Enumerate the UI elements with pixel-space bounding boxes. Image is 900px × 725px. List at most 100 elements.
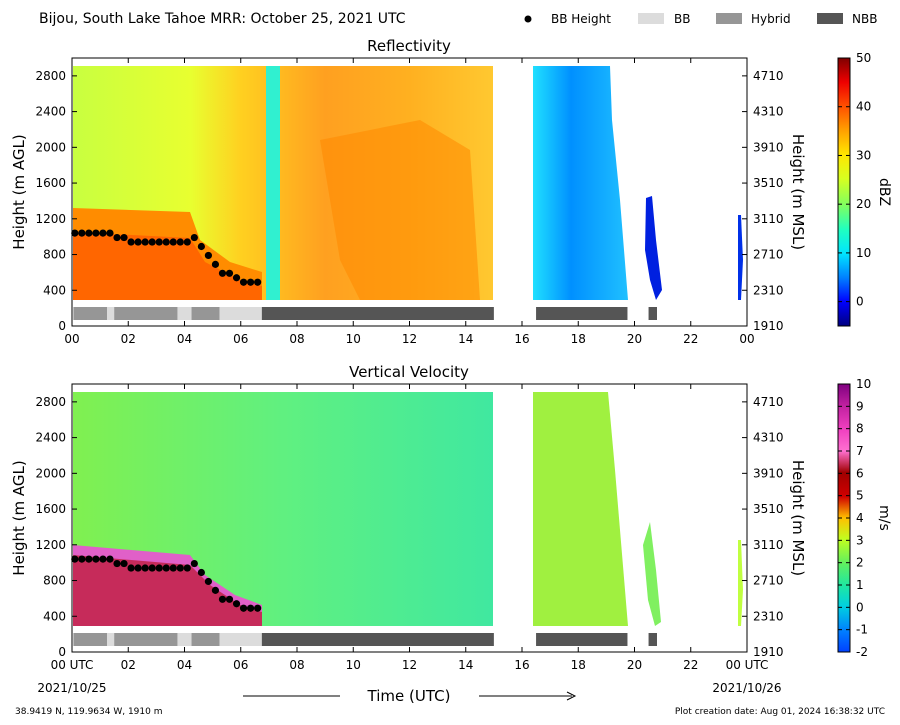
vel-x-tick-label-1: 02 <box>121 658 136 672</box>
refl-bb-height-point-9 <box>134 238 142 246</box>
figure-title: Bijou, South Lake Tahoe MRR: October 25,… <box>39 11 406 27</box>
vel-colorbar-tick-label-6: 4 <box>856 511 864 525</box>
refl-bb-height-point-8 <box>127 238 135 246</box>
vel-y-tick-label-right-3: 3110 <box>753 538 784 552</box>
refl-bb-height-point-7 <box>120 233 128 242</box>
refl-y-tick-label-4: 1600 <box>35 176 66 190</box>
vel-bb-height-point-22 <box>225 595 234 603</box>
refl-x-tick-label-12: 00 <box>739 332 754 346</box>
vel-bb-type-segment-7 <box>536 633 628 646</box>
refl-colorbar-label: dBZ <box>876 178 892 206</box>
vel-colorbar-tick-label-0: -2 <box>856 645 868 659</box>
velocity-field <box>73 392 743 626</box>
vel-bb-height-point-12 <box>155 564 163 572</box>
vel-colorbar-tick-label-1: -1 <box>856 623 868 637</box>
refl-field-afternoon <box>533 66 628 300</box>
vel-colorbar-tick-label-3: 1 <box>856 578 864 592</box>
refl-bb-height-point-20 <box>211 260 220 268</box>
vel-bb-height-point-20 <box>211 586 220 594</box>
vel-bb-height-points <box>71 555 262 612</box>
plot-creation-date: Plot creation date: Aug 01, 2024 16:38:3… <box>675 707 885 717</box>
refl-x-tick-label-10: 20 <box>627 332 642 346</box>
legend-bb-height-label: BB Height <box>551 12 611 26</box>
vel-bb-type-segment-1 <box>107 633 115 646</box>
refl-bb-type-segment-5 <box>219 307 262 320</box>
refl-bb-height-point-1 <box>78 229 86 237</box>
vel-bb-type-bars <box>73 633 657 646</box>
refl-x-tick-label-5: 10 <box>346 332 361 346</box>
refl-y-tick-label-3: 1200 <box>35 212 66 226</box>
refl-bb-type-segment-4 <box>191 307 220 320</box>
refl-bb-height-point-19 <box>204 251 213 260</box>
vel-bb-height-point-10 <box>141 564 149 572</box>
vel-x-tick-label-4: 08 <box>289 658 304 672</box>
vel-bb-type-segment-2 <box>114 633 178 646</box>
vel-x-tick-label-10: 20 <box>627 658 642 672</box>
refl-bb-height-point-4 <box>99 229 107 237</box>
refl-y-tick-label-0: 0 <box>58 319 66 333</box>
refl-bb-height-point-5 <box>106 229 114 237</box>
vel-bb-height-point-13 <box>162 564 170 572</box>
refl-colorbar-tick-label-2: 20 <box>856 197 871 211</box>
reflectivity-title: Reflectivity <box>367 37 451 55</box>
legend-bb-swatch <box>638 13 664 24</box>
vel-y-tick-label-5: 2000 <box>35 466 66 480</box>
vel-bb-height-point-3 <box>92 555 100 563</box>
vel-field-fragment-b <box>738 540 743 626</box>
legend: BB Height BB Hybrid NBB <box>524 12 877 26</box>
refl-y-tick-label-right-3: 3110 <box>753 212 784 226</box>
vel-x-tick-label-9: 18 <box>571 658 586 672</box>
refl-y-tick-label-right-2: 2710 <box>753 248 784 262</box>
vel-colorbar-tick-label-11: 9 <box>856 399 864 413</box>
vel-bb-height-point-15 <box>176 564 184 572</box>
refl-colorbar-tick-label-1: 10 <box>856 246 871 260</box>
refl-bb-height-point-12 <box>155 238 163 246</box>
refl-x-tick-label-8: 16 <box>514 332 529 346</box>
refl-y-axis-label: Height (m AGL) <box>10 134 28 249</box>
refl-colorbar-tick-label-0: 0 <box>856 295 864 309</box>
start-date-label: 2021/10/25 <box>37 681 106 695</box>
legend-bb-height-dot-icon <box>524 15 532 23</box>
refl-x-tick-label-9: 18 <box>571 332 586 346</box>
station-location: 38.9419 N, 119.9634 W, 1910 m <box>15 707 163 717</box>
legend-bb-label: BB <box>674 12 690 26</box>
refl-field-cyan-strip <box>266 66 280 300</box>
vel-bb-height-point-11 <box>148 564 156 572</box>
vel-colorbar-label: m/s <box>876 505 892 531</box>
refl-bb-height-point-10 <box>141 238 149 246</box>
legend-nbb-swatch <box>817 13 843 24</box>
vel-bb-type-segment-3 <box>177 633 192 646</box>
refl-bb-height-point-6 <box>113 233 121 242</box>
refl-bb-height-points <box>71 229 262 286</box>
vel-y-tick-label-right-7: 4710 <box>753 395 784 409</box>
velocity-title: Vertical Velocity <box>349 363 469 381</box>
time-arrow-head-icon <box>566 691 577 701</box>
refl-field-melting-core <box>73 232 262 300</box>
vel-y-tick-label-7: 2800 <box>35 395 66 409</box>
velocity-panel: Vertical Velocity 00 UTC 02 04 06 08 10 12 14 16… <box>10 363 892 672</box>
vel-bb-height-point-26 <box>254 604 262 612</box>
refl-colorbar-tick-label-5: 50 <box>856 51 871 65</box>
vel-y-tick-label-right-2: 2710 <box>753 574 784 588</box>
refl-bb-height-point-16 <box>183 238 191 246</box>
vel-bb-height-point-2 <box>85 555 93 563</box>
vel-bb-type-segment-8 <box>648 633 657 646</box>
vel-colorbar-tick-label-5: 3 <box>856 533 864 547</box>
vel-x-tick-label-2: 04 <box>177 658 192 672</box>
vel-y-tick-label-2: 800 <box>43 574 66 588</box>
refl-bb-height-point-13 <box>162 238 170 246</box>
vel-x-tick-label-0: 00 UTC <box>51 658 94 672</box>
vel-field-afternoon <box>533 392 628 626</box>
refl-y-tick-label-right-7: 4710 <box>753 69 784 83</box>
refl-bb-type-segment-3 <box>177 307 192 320</box>
refl-y-tick-label-5: 2000 <box>35 140 66 154</box>
refl-x-tick-label-4: 08 <box>289 332 304 346</box>
refl-y-tick-label-6: 2400 <box>35 105 66 119</box>
vel-y-tick-label-right-4: 3510 <box>753 502 784 516</box>
vel-field-red-streaks <box>73 555 262 626</box>
refl-bb-type-bars <box>73 307 657 320</box>
vel-bb-height-point-4 <box>99 555 107 563</box>
vel-x-tick-label-3: 06 <box>233 658 248 672</box>
refl-x-tick-label-11: 22 <box>683 332 698 346</box>
vel-bb-height-point-0 <box>71 555 79 563</box>
